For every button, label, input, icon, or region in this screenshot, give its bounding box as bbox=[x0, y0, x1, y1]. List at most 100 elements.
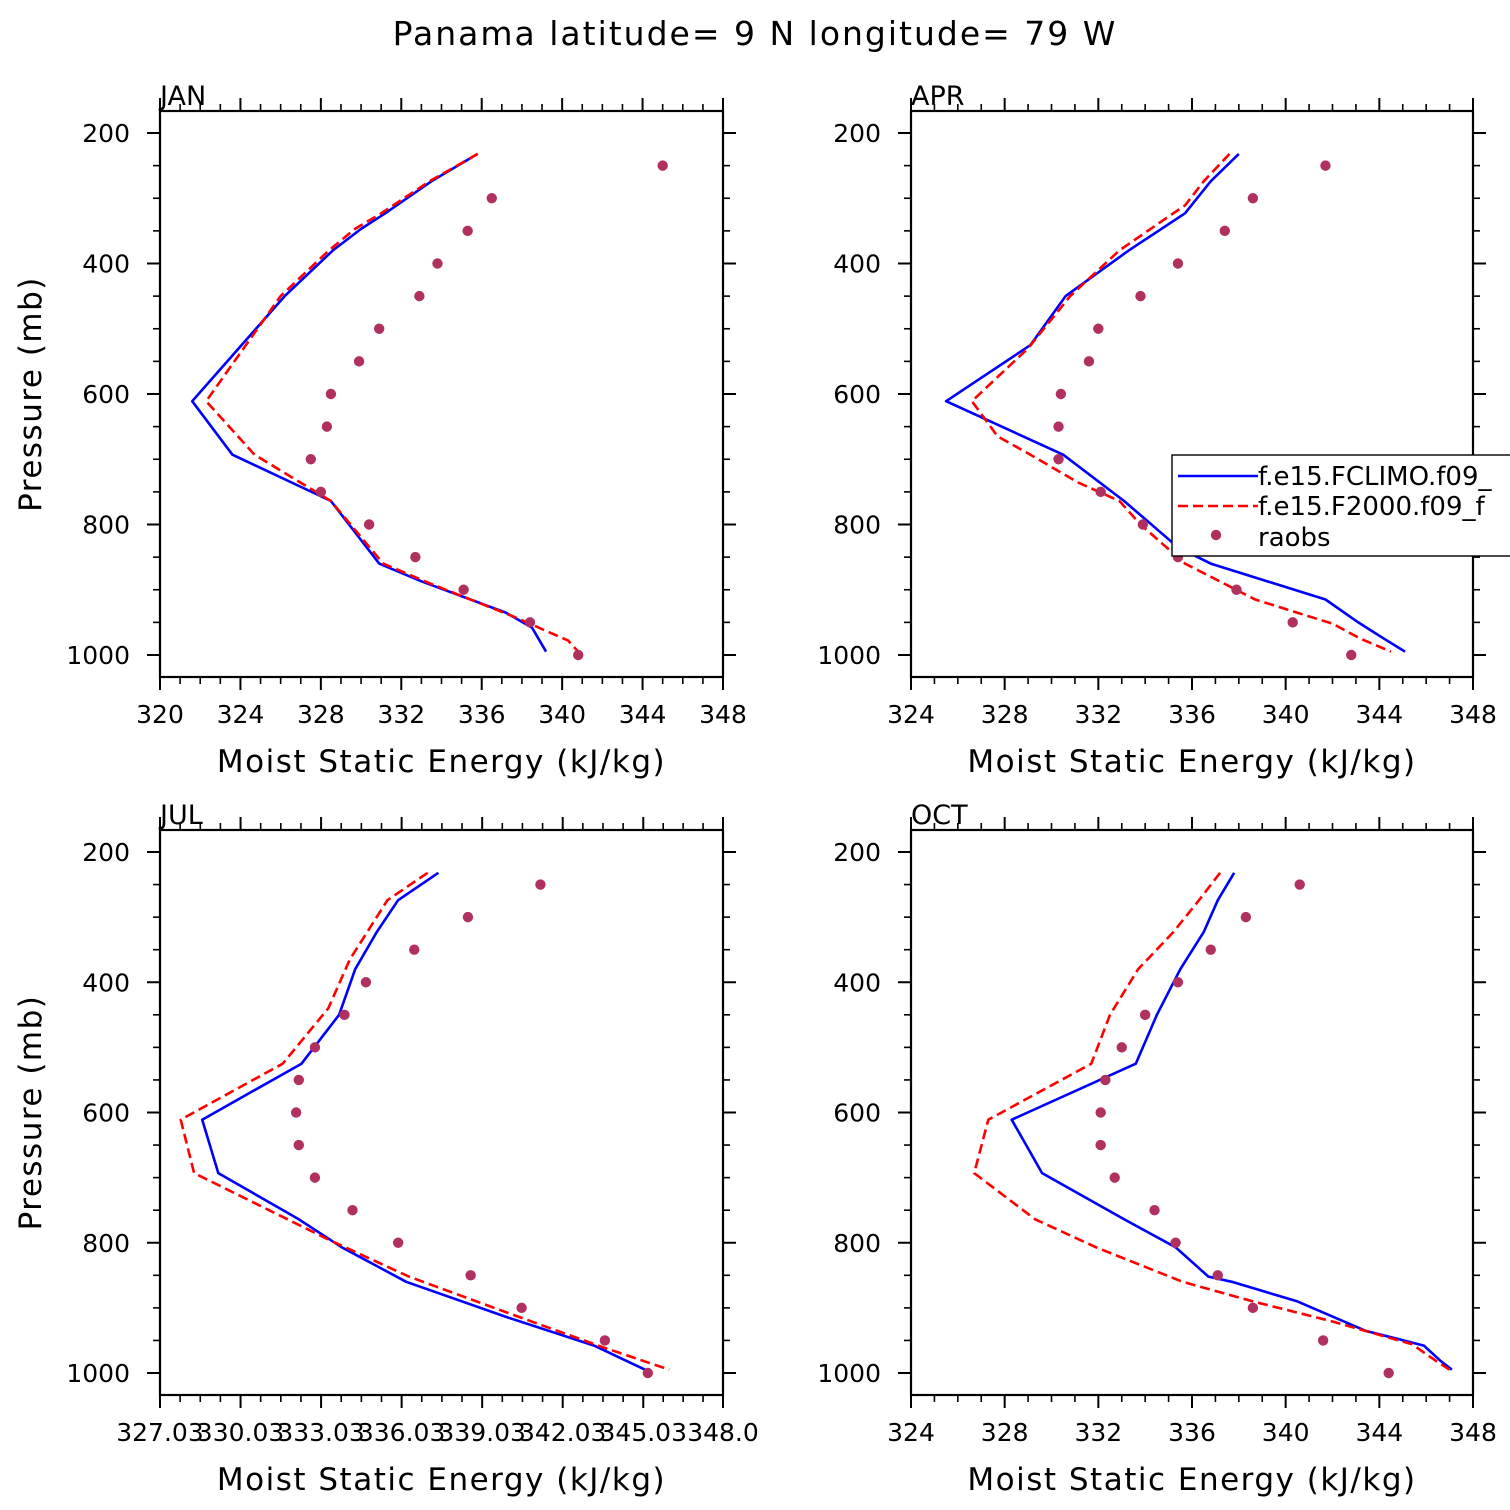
raobs-point bbox=[524, 617, 536, 628]
y-tick-label: 800 bbox=[82, 511, 130, 540]
y-tick-label: 600 bbox=[833, 1099, 881, 1128]
raobs-point bbox=[373, 323, 385, 334]
fclimo-line-jan bbox=[190, 152, 548, 653]
y-tick-label: 400 bbox=[833, 968, 881, 997]
raobs-point bbox=[642, 1367, 654, 1379]
panel-title-jan: JAN bbox=[158, 81, 206, 112]
raobs-point bbox=[1095, 486, 1106, 498]
x-tick-label: 336.03 bbox=[358, 1418, 445, 1447]
raobs-point bbox=[1320, 160, 1331, 171]
raobs-point bbox=[1095, 1139, 1106, 1151]
y-tick-label: 600 bbox=[833, 380, 881, 409]
raobs-point bbox=[1205, 944, 1216, 955]
legend-label-fclimo: f.e15.FCLIMO.f09_ bbox=[1258, 462, 1492, 492]
y-axis-label: Pressure (mb) bbox=[13, 276, 49, 512]
raobs-point bbox=[1383, 1367, 1394, 1379]
raobs-point bbox=[1083, 356, 1095, 367]
x-axis-label: Moist Static Energy (kJ/kg) bbox=[217, 1462, 666, 1498]
x-tick-label: 340 bbox=[1262, 1418, 1310, 1447]
raobs-point bbox=[1053, 421, 1064, 432]
raobs-point bbox=[1346, 649, 1357, 661]
y-tick-label: 1000 bbox=[66, 641, 130, 670]
raobs-point bbox=[410, 551, 421, 563]
panel-jan: JAN 320 324 328 332 336 340 344 348 200 400 600 800 1… bbox=[13, 81, 747, 780]
raobs-point bbox=[414, 290, 425, 302]
panel-title-apr: APR bbox=[911, 81, 965, 112]
raobs-point bbox=[535, 879, 546, 890]
raobs-point bbox=[1317, 1335, 1329, 1346]
raobs-point bbox=[1247, 1302, 1259, 1314]
x-axis-label: Moist Static Energy (kJ/kg) bbox=[967, 1462, 1416, 1498]
panel-jul: JUL327.03330.03333.03336.03339.03342.033… bbox=[13, 800, 759, 1498]
x-tick-label: 324 bbox=[887, 700, 935, 729]
plot-area-jan bbox=[190, 152, 668, 661]
raobs-point bbox=[309, 1042, 321, 1053]
raobs-point bbox=[516, 1302, 527, 1314]
x-axis-label: Moist Static Energy (kJ/kg) bbox=[967, 744, 1416, 780]
x-tick-label: 324 bbox=[217, 700, 265, 729]
x-tick-label: 348 bbox=[699, 700, 747, 729]
plot-area-apr bbox=[944, 152, 1406, 661]
y-tick-label: 200 bbox=[82, 119, 130, 148]
y-tick-label: 200 bbox=[833, 119, 881, 148]
raobs-point bbox=[1055, 388, 1067, 400]
raobs-point bbox=[462, 911, 474, 923]
y-tick-label: 800 bbox=[833, 1229, 881, 1258]
panel-oct: OCT 324 328 332 336 340 344 348 200 400 600 800 1000… bbox=[817, 800, 1496, 1498]
x-tick-label: 333.03 bbox=[277, 1418, 364, 1447]
raobs-point bbox=[1172, 977, 1184, 988]
y-tick-label: 400 bbox=[82, 250, 130, 279]
legend-swatch-raobs bbox=[1210, 529, 1222, 541]
x-tick-label: 328 bbox=[981, 1418, 1029, 1447]
panels: JAN 320 324 328 332 336 340 344 348 200 400 600 800 1… bbox=[13, 81, 1497, 1498]
figure-title: Panama latitude= 9 N longitude= 79 W bbox=[393, 14, 1118, 53]
raobs-point bbox=[290, 1107, 302, 1118]
raobs-point bbox=[1100, 1074, 1111, 1086]
raobs-point bbox=[409, 944, 420, 955]
raobs-point bbox=[1149, 1204, 1160, 1216]
plot-area-oct bbox=[972, 872, 1453, 1379]
raobs-point bbox=[339, 1009, 350, 1021]
raobs-point bbox=[293, 1139, 305, 1151]
y-tick-label: 400 bbox=[833, 250, 881, 279]
raobs-point bbox=[1137, 519, 1149, 530]
y-tick-label: 800 bbox=[833, 511, 881, 540]
legend-label-raobs: raobs bbox=[1258, 523, 1331, 553]
raobs-point bbox=[1053, 454, 1064, 465]
y-tick-label: 1000 bbox=[817, 1359, 881, 1388]
raobs-point bbox=[1294, 879, 1305, 890]
x-tick-label: 328 bbox=[981, 700, 1029, 729]
raobs-point bbox=[1095, 1107, 1106, 1118]
plot-frame-apr bbox=[909, 109, 1475, 679]
x-tick-label: 332 bbox=[1074, 1418, 1122, 1447]
raobs-point bbox=[1135, 290, 1146, 302]
y-tick-label: 200 bbox=[82, 838, 130, 867]
raobs-point bbox=[347, 1204, 358, 1216]
y-tick-label: 400 bbox=[82, 968, 130, 997]
x-tick-label: 330.03 bbox=[197, 1418, 284, 1447]
x-tick-label: 320 bbox=[136, 700, 184, 729]
raobs-point bbox=[1212, 1270, 1223, 1281]
raobs-point bbox=[321, 421, 333, 432]
raobs-point bbox=[432, 258, 443, 269]
x-tick-label: 342.03 bbox=[519, 1418, 606, 1447]
y-tick-label: 1000 bbox=[66, 1359, 130, 1388]
raobs-point bbox=[353, 356, 365, 367]
y-tick-label: 600 bbox=[82, 380, 130, 409]
f2000-line-oct bbox=[972, 872, 1451, 1371]
panel-title-oct: OCT bbox=[911, 800, 968, 831]
x-tick-label: 344 bbox=[1355, 700, 1403, 729]
raobs-point bbox=[325, 388, 337, 400]
plot-frame-jul bbox=[158, 828, 725, 1397]
raobs-point bbox=[458, 584, 469, 595]
f2000-line-jul bbox=[179, 871, 670, 1371]
plot-frame-jan bbox=[158, 109, 725, 679]
raobs-point bbox=[315, 486, 327, 498]
raobs-point bbox=[293, 1074, 305, 1086]
x-tick-label: 340 bbox=[1262, 700, 1310, 729]
x-tick-label: 348.0 bbox=[687, 1418, 759, 1447]
x-tick-label: 336 bbox=[1168, 700, 1216, 729]
raobs-point bbox=[1219, 225, 1230, 237]
y-tick-label: 800 bbox=[82, 1229, 130, 1258]
